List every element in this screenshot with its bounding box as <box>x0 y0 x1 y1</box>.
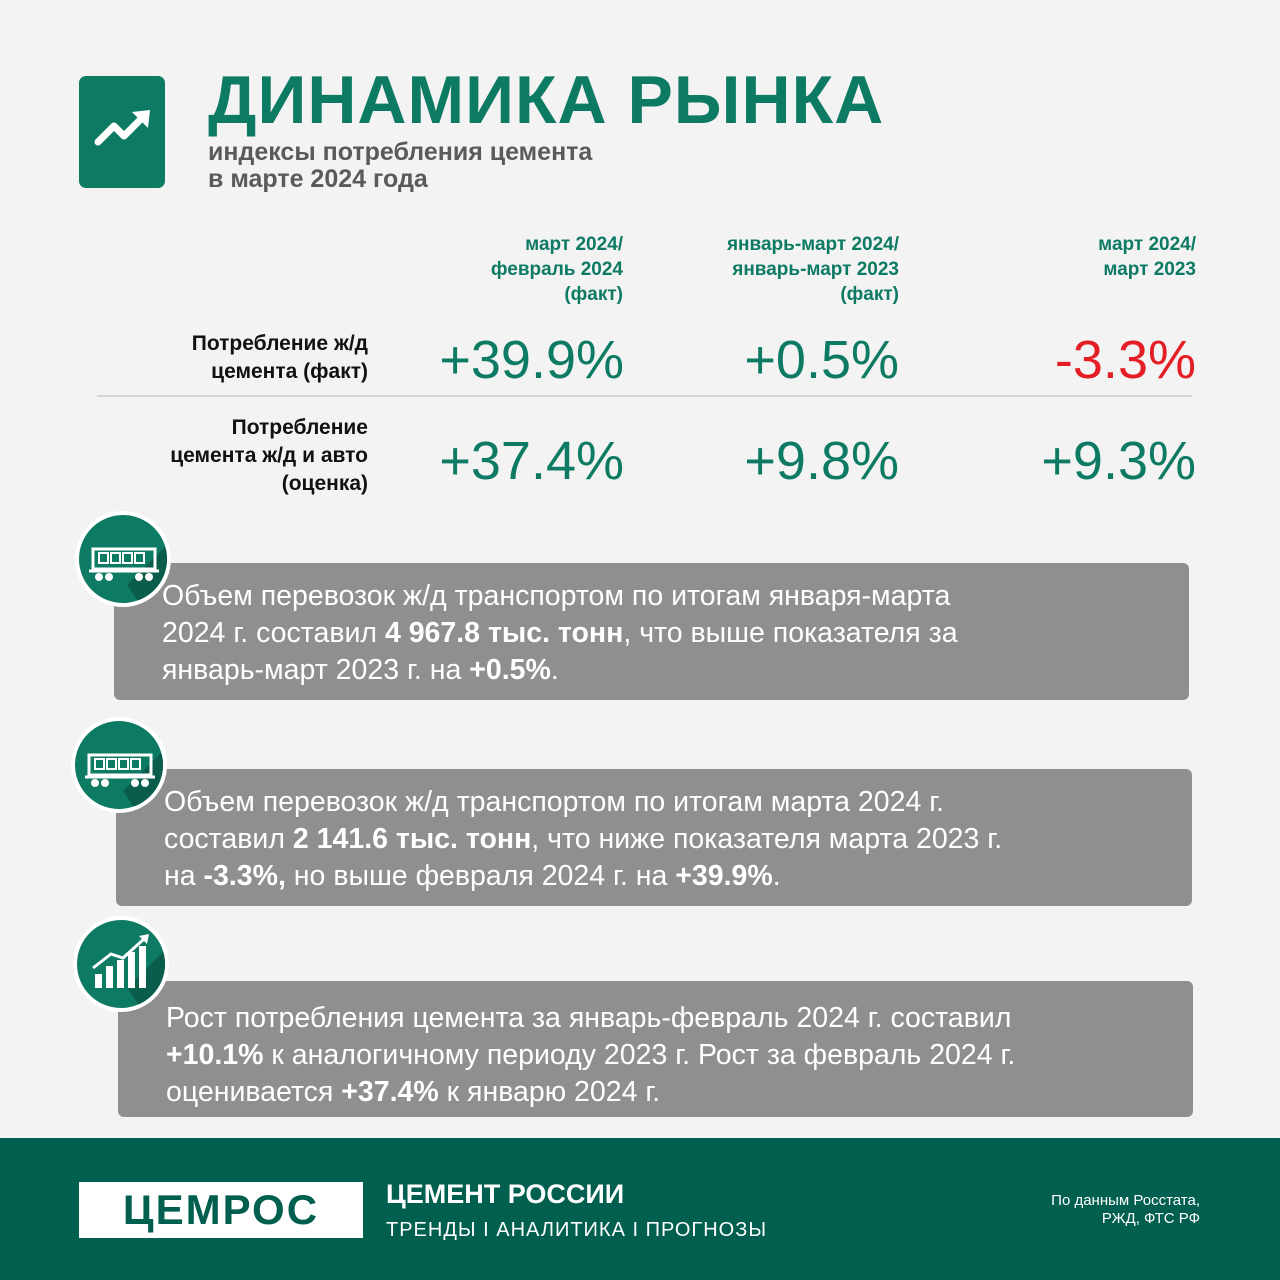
page-title: ДИНАМИКА РЫНКА <box>208 62 885 138</box>
footer: ЦЕМРОС ЦЕМЕНТ РОССИИ ТРЕНДЫ I АНАЛИТИКА … <box>0 1138 1280 1280</box>
card-icon-circle <box>75 511 171 607</box>
page-subtitle: индексы потребления цемента в марте 2024… <box>208 138 593 193</box>
column-header-mar-mar: март 2024/ март 2023 <box>1098 234 1196 280</box>
value-total-jan-mar: +9.8% <box>744 431 899 491</box>
trend-up-arrow-icon <box>94 110 150 146</box>
brand-logo: ЦЕМРОС <box>79 1182 363 1238</box>
row-label-rail-auto-consumption: Потребление цемента ж/д и авто (оценка) <box>170 416 368 495</box>
card-icon-circle <box>71 717 167 813</box>
column-header-mar-feb: март 2024/ февраль 2024 (факт) <box>490 234 623 305</box>
info-card-jan-mar-rail: Объем перевозок ж/д транспортом по итога… <box>114 563 1189 700</box>
growth-bar-chart-icon <box>92 934 165 1008</box>
info-card-mar-rail: Объем перевозок ж/д транспортом по итога… <box>116 769 1192 906</box>
column-header-jan-mar: январь-март 2024/ январь-март 2023 (факт… <box>726 234 899 305</box>
value-rail-mar-feb: +39.9% <box>439 330 624 390</box>
row-label-rail-consumption: Потребление ж/д цемента (факт) <box>191 332 368 383</box>
value-rail-jan-mar: +0.5% <box>744 330 899 390</box>
value-total-mar-mar: +9.3% <box>1041 431 1196 491</box>
header-logo-box <box>79 76 165 188</box>
table-divider <box>97 395 1192 397</box>
railway-hopper-car-icon <box>85 751 163 809</box>
railway-hopper-car-icon <box>89 545 167 603</box>
info-card-consumption-growth: Рост потребления цемента за январь-февра… <box>118 981 1193 1117</box>
value-rail-mar-mar: -3.3% <box>1054 330 1196 390</box>
value-total-mar-feb: +37.4% <box>439 431 624 491</box>
data-source-note: По данным Росстата, РЖД, ФТС РФ <box>1051 1192 1200 1227</box>
brand-tagline: ТРЕНДЫ I АНАЛИТИКА I ПРОГНОЗЫ <box>386 1219 768 1241</box>
brand-name: ЦЕМЕНТ РОССИИ <box>386 1179 625 1209</box>
card-icon-circle <box>73 916 169 1012</box>
